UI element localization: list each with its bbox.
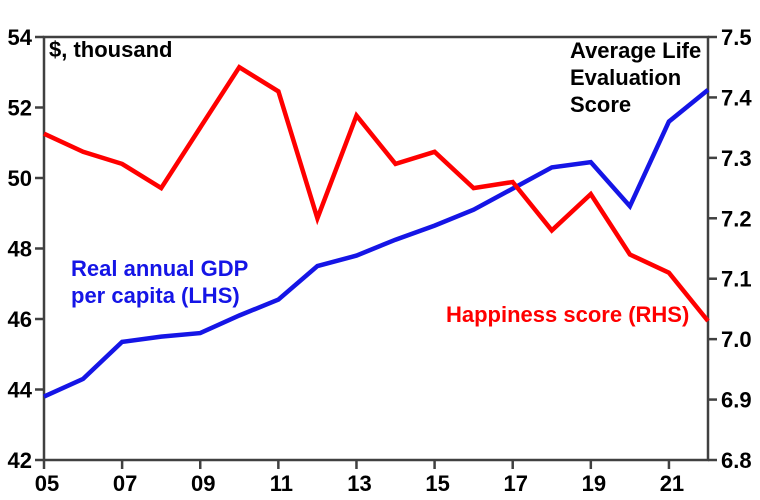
- gdp-line: [43, 88, 710, 399]
- left-axis-tick-label: 54: [8, 25, 33, 50]
- right-axis-tick-label: 7.1: [721, 267, 752, 292]
- right-axis-title: Average Life Evaluation Score: [570, 38, 702, 117]
- left-axis-tick-label: 46: [8, 307, 32, 332]
- gdp-series-label: Real annual GDP per capita (LHS): [71, 256, 249, 308]
- x-axis-tick-label: 13: [347, 471, 371, 496]
- x-axis-tick-label: 15: [425, 471, 449, 496]
- x-axis-tick-label: 19: [582, 471, 606, 496]
- right-axis-tick-label: 7.2: [721, 206, 752, 231]
- x-axis-tick-label: 09: [191, 471, 215, 496]
- right-axis-tick-label: 7.4: [721, 85, 752, 110]
- happiness-line: [43, 64, 710, 323]
- right-axis-tick-label: 6.9: [721, 388, 752, 413]
- left-axis-tick-label: 44: [8, 378, 33, 403]
- left-axis-tick-label: 50: [8, 166, 32, 191]
- x-axis-tick-label: 21: [660, 471, 684, 496]
- right-axis-tick-label: 7.5: [721, 25, 752, 50]
- right-axis-tick-label: 7.0: [721, 327, 752, 352]
- x-axis-tick-label: 05: [35, 471, 59, 496]
- x-axis-tick-label: 11: [270, 471, 293, 496]
- x-axis-tick-label: 07: [113, 471, 137, 496]
- right-axis-tick-label: 6.8: [721, 448, 752, 473]
- happiness-series-label: Happiness score (RHS): [446, 302, 690, 327]
- x-axis-tick-label: 17: [503, 471, 527, 496]
- left-axis-tick-label: 48: [8, 237, 32, 262]
- left-axis-tick-label: 52: [8, 96, 32, 121]
- left-axis-unit-label: $, thousand: [49, 37, 173, 62]
- left-axis-tick-label: 42: [8, 448, 32, 473]
- right-axis-tick-label: 7.3: [721, 146, 752, 171]
